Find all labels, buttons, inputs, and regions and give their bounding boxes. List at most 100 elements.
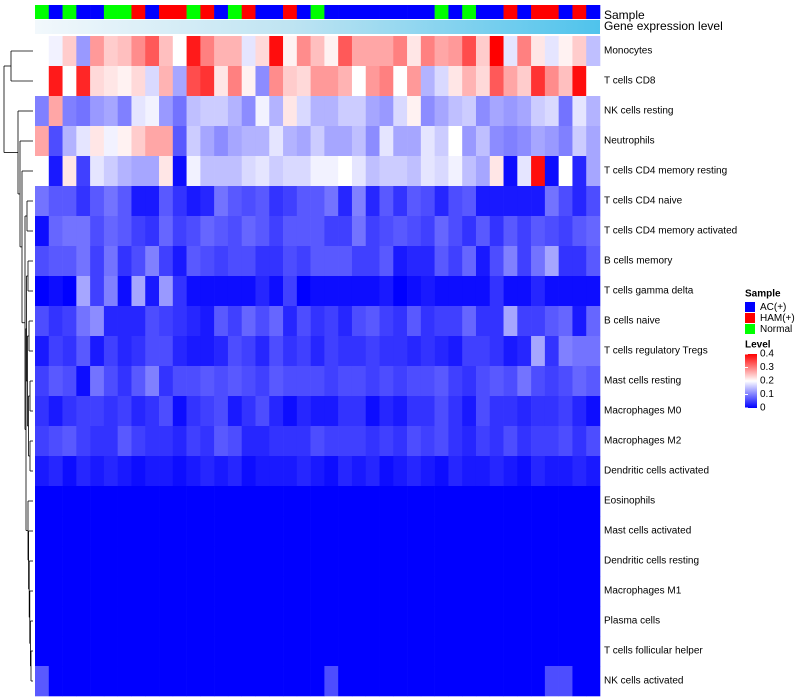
heatmap-cell [544,216,559,247]
heatmap-cell [172,36,187,67]
heatmap-cell [227,396,243,427]
heatmap-cell [145,246,160,277]
heatmap-cell [407,156,422,187]
heatmap-cell [379,306,394,337]
heatmap-cell [214,216,229,247]
heatmap-cell [420,276,435,307]
heatmap-cell [200,276,215,307]
heatmap-cell [255,636,270,667]
heatmap-cell [407,246,422,277]
heatmap-cell [572,486,587,517]
heatmap-cell [76,66,91,97]
heatmap-cell [324,336,339,367]
heatmap-cell [324,186,339,217]
heatmap-cell [434,96,449,127]
heatmap-cell [420,156,435,187]
heatmap-cell [296,426,311,457]
heatmap-cell [145,486,160,517]
heatmap-cell [172,276,187,307]
heatmap-cell [35,186,50,217]
heatmap-cell [241,306,256,337]
heatmap-cell [103,546,118,577]
heatmap-cell [462,486,477,517]
heatmap-cell [103,456,118,487]
row-labels: Monocytes T cells CD8 NK cells resting Neut… [604,46,737,687]
heatmap-cell [103,246,118,277]
sample-annotation-cell [393,5,408,19]
heatmap-cell [475,156,491,187]
heatmap-cell [296,66,311,97]
heatmap-cell [434,66,449,97]
heatmap-cell [420,426,435,457]
heatmap-cell [35,96,50,127]
heatmap-cell [365,336,380,367]
heatmap-cell [145,216,160,247]
heatmap-cell [214,486,229,517]
heatmap-cell [462,66,477,97]
heatmap-cell [544,426,559,457]
heatmap-cell [310,606,325,637]
heatmap-cell [283,366,298,397]
heatmap-cell [255,96,270,127]
heatmap-cell [76,96,91,127]
heatmap-cell [379,366,394,397]
heatmap-cell [35,36,50,67]
heatmap-cell [103,636,118,667]
heatmap-cell [227,276,243,307]
heatmap-cell [35,396,50,427]
heatmap-cell [365,96,380,127]
heatmap-cells [35,36,601,697]
heatmap-cell [365,66,380,97]
heatmap-cell [544,246,559,277]
heatmap-cell [420,246,435,277]
heatmap-cell [283,336,298,367]
row-label: B cells naive [604,316,661,327]
heatmap-cell [241,186,256,217]
heatmap-cell [227,126,243,157]
heatmap-cell [324,546,339,577]
heatmap-cell [269,486,284,517]
heatmap-cell [159,546,174,577]
heatmap-cell [76,366,91,397]
heatmap-cell [393,606,408,637]
heatmap-cell [448,486,463,517]
heatmap-cell [462,366,477,397]
heatmap-cell [462,216,477,247]
legend-entry-label: HAM(+) [760,313,795,324]
heatmap-cell [296,186,311,217]
heatmap-cell [117,366,132,397]
heatmap-cell [558,636,573,667]
heatmap-cell [462,606,477,637]
annotation-label-sample: Sample [604,8,645,22]
heatmap-cell [62,66,77,97]
heatmap-cell [351,576,367,607]
heatmap-cell [227,456,243,487]
heatmap-cell [407,516,422,547]
heatmap-cell [503,396,518,427]
heatmap-cell [172,126,187,157]
heatmap-cell [324,486,339,517]
heatmap-cell [379,126,394,157]
heatmap-cell [420,546,435,577]
heatmap-cell [145,606,160,637]
heatmap-cell [172,156,187,187]
heatmap-cell [351,636,367,667]
heatmap-cell [531,306,546,337]
heatmap-cell [448,396,463,427]
heatmap-cell [379,516,394,547]
heatmap-cell [351,96,367,127]
heatmap-cell [90,336,105,367]
heatmap-cell [531,666,546,697]
heatmap-cell [489,216,504,247]
heatmap-cell [90,396,105,427]
heatmap-cell [558,66,573,97]
heatmap-cell [379,636,394,667]
heatmap-cell [517,576,532,607]
heatmap-cell [434,576,449,607]
heatmap-cell [351,216,367,247]
heatmap-cell [35,366,50,397]
heatmap-cell [351,246,367,277]
heatmap-cell [572,66,587,97]
legend-swatch [745,324,755,334]
heatmap-cell [35,156,50,187]
